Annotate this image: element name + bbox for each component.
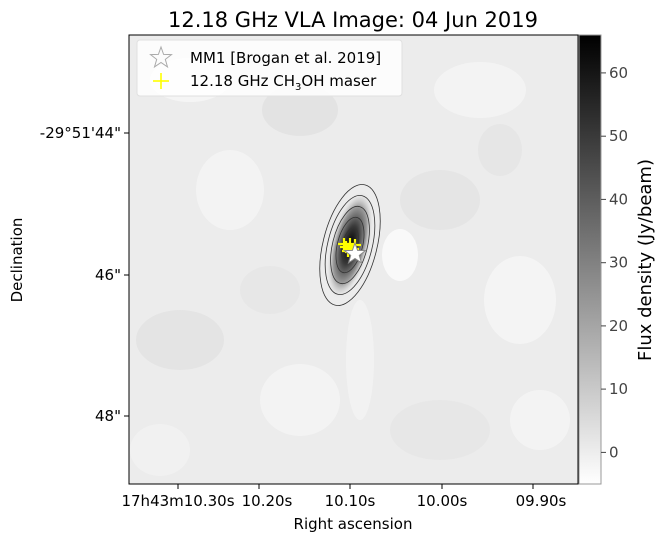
colorbar: 0 10 20 30 40 50 60 Flux density (Jy/beam) (578, 34, 656, 485)
legend-box (136, 39, 403, 97)
colorbar-tick-label: 10 (609, 380, 628, 398)
noise-blob (390, 400, 490, 460)
noise-blob (136, 310, 224, 370)
legend-maser-sub: 3 (295, 82, 301, 93)
colorbar-label: Flux density (Jy/beam) (635, 159, 656, 361)
x-tick-label: 10.00s (417, 492, 468, 510)
noise-blob (346, 300, 374, 420)
chart-title: 12.18 GHz VLA Image: 04 Jun 2019 (168, 8, 538, 32)
x-tick-label: 09.90s (516, 492, 567, 510)
contour-line (319, 184, 381, 306)
noise-blob (240, 266, 300, 314)
legend-maser-end: OH maser (301, 72, 377, 90)
x-axis-label: Right ascension (294, 515, 413, 533)
colorbar-tick-label: 60 (609, 64, 628, 82)
y-axis: -29°51'44" 46" 48" Declination (8, 124, 129, 425)
noise-blob (130, 424, 190, 476)
contour-line (324, 195, 376, 295)
legend-star-icon (149, 45, 173, 69)
noise-blob (196, 150, 264, 230)
x-axis: 17h43m10.30s 10.20s 10.10s 10.00s 09.90s… (121, 484, 567, 533)
contour-line (335, 216, 365, 274)
y-tick-label: 46" (95, 266, 121, 284)
y-tick-label: -29°51'44" (40, 124, 121, 142)
colorbar-gradient (578, 34, 602, 485)
y-tick-label: 48" (95, 407, 121, 425)
colorbar-tick-label: 30 (609, 254, 628, 272)
legend-label-mm1: MM1 [Brogan et al. 2019] (190, 49, 381, 67)
legend: MM1 [Brogan et al. 2019] 12.18 GHz CH3OH… (136, 39, 403, 97)
noise-blob (262, 84, 338, 136)
x-tick-label: 10.20s (242, 492, 293, 510)
x-tick-label: 10.10s (325, 492, 376, 510)
image-frame (128, 34, 579, 485)
noise-blob (400, 170, 480, 230)
image-panel (129, 35, 578, 484)
colorbar-ticks: 0 10 20 30 40 50 60 (601, 64, 628, 461)
colorbar-tick-label: 0 (609, 443, 619, 461)
noise-layer (130, 58, 570, 476)
noise-blob (434, 62, 526, 118)
noise-blob (484, 256, 556, 344)
contour-group (319, 184, 381, 306)
mm1-star-marker (343, 241, 367, 265)
colorbar-tick-label: 50 (609, 127, 628, 145)
legend-label-maser: 12.18 GHz CH3OH maser (190, 72, 377, 93)
colorbar-tick-label: 40 (609, 190, 628, 208)
y-axis-label: Declination (8, 218, 26, 303)
noise-blob (260, 364, 340, 436)
noise-blob (510, 390, 570, 450)
x-tick-label: 17h43m10.30s (121, 492, 234, 510)
noise-blob (478, 124, 522, 176)
legend-maser-main: 12.18 GHz CH (190, 72, 295, 90)
colorbar-tick-label: 20 (609, 317, 628, 335)
contour-line (330, 205, 370, 285)
noise-blob (382, 229, 418, 281)
maser-spot (338, 238, 350, 250)
legend-plus-icon (153, 73, 169, 89)
